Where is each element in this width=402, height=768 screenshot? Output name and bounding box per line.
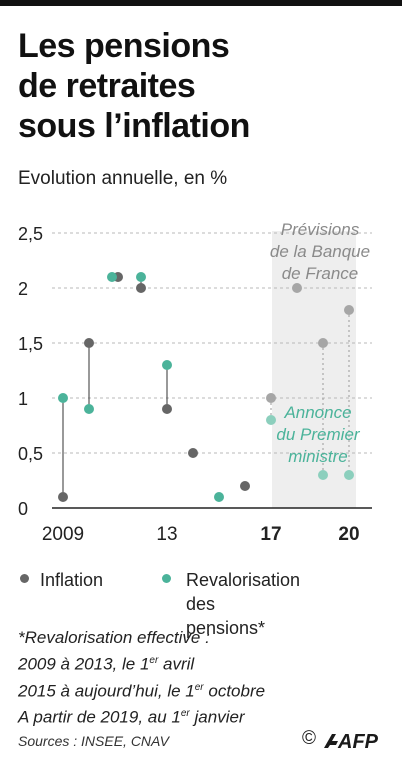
- y-tick-label: 0: [18, 499, 28, 519]
- dot-inflation: [58, 492, 68, 502]
- dot-pensions: [214, 492, 224, 502]
- legend-dot-pensions: [162, 574, 171, 583]
- footnote-line: 2009 à 2013, le 1er avril: [18, 654, 195, 674]
- legend-dot-inflation: [20, 574, 29, 583]
- footnote-line: *Revalorisation effective :: [18, 628, 210, 647]
- dot-inflation: [188, 448, 198, 458]
- dot-pensions: [58, 393, 68, 403]
- annotation-announcement: ministre: [288, 447, 348, 466]
- x-tick-label: 13: [156, 524, 177, 545]
- footnote-line: A partir de 2019, au 1er janvier: [18, 707, 245, 727]
- annotation-announcement: Annonce: [283, 403, 351, 422]
- dot-pensions: [84, 404, 94, 414]
- annotation-forecast: de France: [282, 264, 359, 283]
- annotation-forecast: de la Banque: [270, 242, 370, 261]
- legend-label-inflation: Inflation: [40, 570, 104, 590]
- x-tick-label: 17: [260, 524, 281, 545]
- title-line: de retraites: [18, 67, 196, 105]
- y-tick-label: 1: [18, 389, 28, 409]
- y-tick-label: 2: [18, 279, 28, 299]
- dot-pensions: [107, 272, 117, 282]
- dot-inflation: [318, 338, 328, 348]
- dot-pensions: [136, 272, 146, 282]
- x-tick-label: 2009: [42, 524, 84, 545]
- afp-logo: AFP: [324, 731, 379, 752]
- afp-logo-text: AFP: [337, 731, 379, 752]
- y-tick-label: 0,5: [18, 444, 43, 464]
- sources: Sources : INSEE, CNAV: [18, 733, 169, 749]
- legend-label-pensions-1: Revalorisation: [186, 570, 301, 590]
- chart-title: Les pensions de retraites sous l’inflati…: [18, 26, 388, 146]
- dot-inflation: [292, 283, 302, 293]
- dot-pensions: [344, 470, 354, 480]
- y-tick-label: 1,5: [18, 334, 43, 354]
- footnotes: *Revalorisation effective : 2009 à 2013,…: [18, 626, 388, 729]
- top-rule: [0, 0, 402, 6]
- dot-pensions: [266, 415, 276, 425]
- dot-inflation: [136, 283, 146, 293]
- dot-pensions: [318, 470, 328, 480]
- annotation-announcement: du Premier: [276, 425, 360, 444]
- legend-label-pensions-2: des pensions*: [186, 594, 266, 638]
- title-line: Les pensions: [18, 27, 230, 65]
- annotation-forecast: Prévisions: [281, 220, 360, 239]
- dot-pensions: [162, 360, 172, 370]
- forecast-band: [272, 231, 356, 508]
- dot-plot-chart: 0 0,5 1 1,5 2 2,5 2009 13 17 20 Prévisions de la Ba…: [18, 220, 372, 545]
- dot-inflation: [266, 393, 276, 403]
- x-tick-label: 20: [338, 524, 359, 545]
- footnote-line: 2015 à aujourd’hui, le 1er octobre: [18, 681, 266, 701]
- dot-inflation: [162, 404, 172, 414]
- dot-inflation: [84, 338, 94, 348]
- dot-inflation: [240, 481, 250, 491]
- chart-subtitle: Evolution annuelle, en %: [18, 168, 228, 189]
- title-line: sous l’inflation: [18, 107, 250, 145]
- dot-inflation: [344, 305, 354, 315]
- afp-logo-mark: [324, 734, 338, 748]
- copyright-symbol: ©: [302, 728, 316, 749]
- y-tick-label: 2,5: [18, 224, 43, 244]
